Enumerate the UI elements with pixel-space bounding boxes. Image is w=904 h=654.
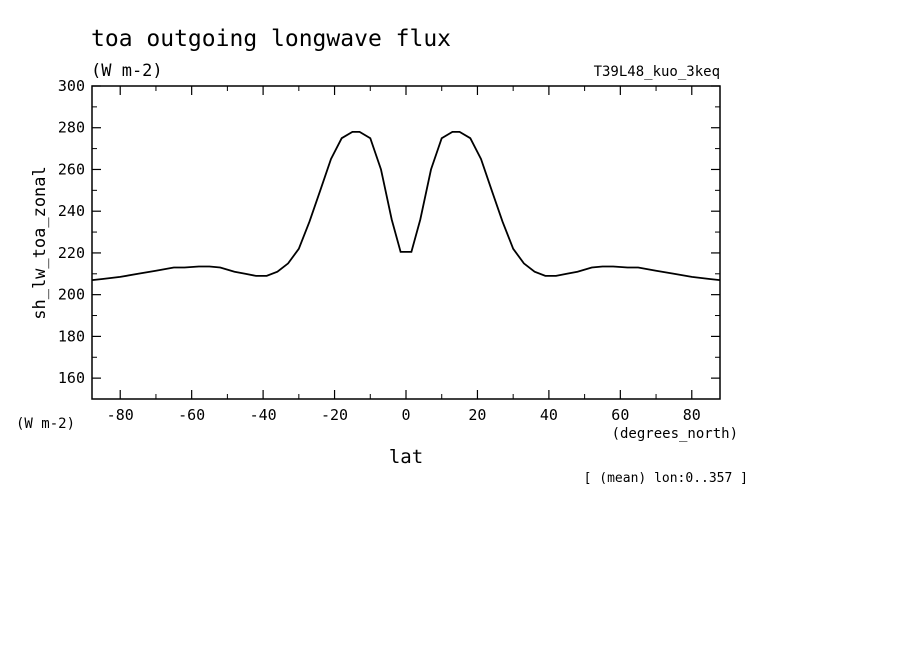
y-tick-label: 240 — [58, 202, 85, 220]
plot-frame — [91, 85, 721, 400]
chart-subtitle: (W m-2) — [91, 61, 163, 81]
series-line — [91, 131, 721, 281]
x-axis-units: (degrees_north) — [612, 426, 738, 442]
y-axis-tick-labels: 160 180 200 220 240 260 280 300 — [58, 77, 85, 387]
x-tick-label: 60 — [611, 406, 629, 424]
x-tick-label: 40 — [540, 406, 558, 424]
y-tick-label: 160 — [58, 369, 85, 387]
y-tick-label: 200 — [58, 286, 85, 304]
x-axis-label: lat — [389, 446, 423, 468]
x-axis-tick-labels: -80 -60 -40 -20 0 20 40 60 80 — [107, 406, 701, 424]
y-axis-ticks — [92, 85, 720, 400]
chart-title: toa outgoing longwave flux — [91, 26, 451, 52]
x-tick-label: 0 — [401, 406, 410, 424]
x-tick-label: -60 — [178, 406, 205, 424]
y-axis-label: sh_lw_toa_zonal — [30, 166, 50, 320]
x-tick-label: 80 — [683, 406, 701, 424]
run-label: T39L48_kuo_3keq — [594, 64, 720, 80]
x-tick-label: -80 — [107, 406, 134, 424]
y-tick-label: 300 — [58, 77, 85, 95]
y-tick-label: 260 — [58, 160, 85, 178]
y-tick-label: 220 — [58, 244, 85, 262]
y-tick-label: 280 — [58, 119, 85, 137]
x-tick-label: 20 — [468, 406, 486, 424]
x-tick-label: -40 — [250, 406, 277, 424]
x-tick-label: -20 — [321, 406, 348, 424]
y-tick-label: 180 — [58, 327, 85, 345]
x-axis-ticks — [119, 86, 693, 399]
y-axis-units: (W m-2) — [16, 416, 75, 432]
footer-note: [ (mean) lon:0..357 ] — [584, 471, 748, 486]
